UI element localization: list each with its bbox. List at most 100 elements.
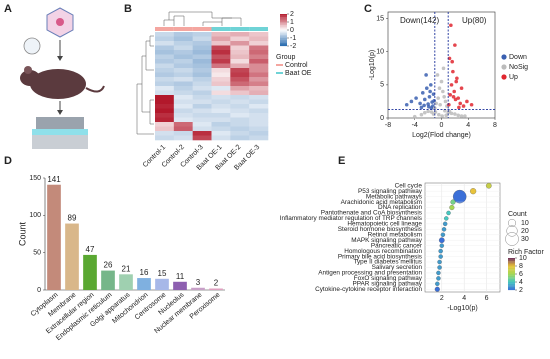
category-label: Retinol metabolism [368, 231, 422, 238]
dot [438, 248, 443, 254]
bar [137, 278, 151, 290]
size-legend-dot [506, 225, 518, 237]
heatmap-cell [211, 50, 231, 55]
point [429, 83, 433, 87]
heatmap-cell [249, 77, 269, 82]
group-bar [211, 27, 231, 31]
point [422, 97, 427, 102]
dot [438, 237, 445, 244]
heatmap-cell [211, 131, 231, 136]
colorbar-label: 1 [290, 19, 294, 26]
point [456, 113, 461, 118]
point [442, 95, 446, 99]
colorbar-step [508, 286, 515, 289]
annotation: Up(80) [462, 16, 487, 25]
point [457, 105, 461, 110]
point [433, 110, 438, 114]
colorbar-step [508, 261, 515, 263]
colorbar-step [280, 41, 287, 43]
colorbar-step [508, 282, 515, 284]
point [414, 96, 418, 100]
x-axis-label: -Log10(p) [447, 305, 477, 312]
plot-frame [424, 182, 501, 293]
heatmap-cell [211, 36, 231, 42]
heatmap-cell [173, 108, 193, 114]
virus-core [56, 18, 64, 26]
heatmap-dendrograms [136, 11, 242, 135]
colorbar-step [280, 28, 287, 31]
heatmap-cell [211, 108, 231, 114]
colorbar-label: 10 [519, 255, 527, 262]
legend-label: Baat OE [285, 70, 312, 77]
heatmap-cell [155, 54, 175, 60]
heatmap-cell [211, 41, 231, 46]
heatmap-cell [173, 59, 193, 64]
heatmap-cell [230, 113, 250, 118]
mouse-ear [24, 66, 32, 74]
colorbar-step [280, 18, 287, 21]
heatmap-cell [211, 81, 231, 87]
point [427, 95, 432, 99]
heatmap-cell [211, 95, 231, 100]
point [449, 83, 454, 87]
heatmap-cell [192, 68, 212, 73]
colorbar-step [508, 283, 515, 286]
colorbar-label: 6 [519, 271, 523, 278]
heatmap-cell [211, 77, 231, 82]
heatmap-cell [173, 95, 193, 100]
heatmap-cell [249, 108, 269, 114]
dot [440, 232, 446, 238]
size-legend-label: 30 [521, 236, 529, 243]
panel-label: A [4, 3, 12, 15]
heatmap-cell [192, 113, 212, 118]
heatmap-cell [155, 50, 175, 55]
panel-label: D [4, 155, 12, 167]
heatmap-cell [173, 77, 193, 82]
category-label: Steroid hormone biosynthesis [338, 226, 422, 233]
point [420, 91, 425, 95]
heatmap-cell [230, 126, 250, 132]
heatmap-cell [211, 135, 231, 141]
heatmap-cell [173, 122, 193, 127]
heatmap-cell [249, 72, 269, 78]
heatmap-cell [173, 36, 193, 42]
heatmap-cell [211, 122, 231, 127]
heatmap-cell [211, 59, 231, 64]
point [453, 97, 458, 102]
heatmap-cell [192, 45, 212, 51]
heatmap-cell [249, 32, 269, 37]
heatmap-cell [192, 72, 212, 78]
point [446, 110, 450, 115]
heatmap-cell [249, 59, 269, 64]
heatmap-cell [230, 68, 250, 73]
dot [446, 210, 451, 216]
point [440, 114, 444, 118]
heatmap-cell [211, 63, 231, 69]
dish-icon [23, 37, 41, 55]
colorbar-step [280, 25, 287, 27]
heatmap-cell [230, 104, 250, 109]
heatmap-cell [249, 41, 269, 46]
heatmap-cell [192, 99, 212, 105]
point [443, 99, 448, 104]
heatmap-cell [173, 54, 193, 60]
category-label: Hematopoietic cell lineage [347, 221, 422, 228]
mouse-head [20, 70, 40, 86]
size-legend-title: Count [508, 211, 527, 218]
heatmap-cell [192, 81, 212, 87]
colorbar-label: 2 [519, 287, 523, 294]
heatmap-cell [155, 126, 175, 132]
heatmap-cell [249, 63, 269, 69]
dot [438, 254, 443, 259]
heatmap-cell [230, 32, 250, 37]
legend-label: Down [509, 54, 527, 61]
category-label: Pantothenate and CoA biosynthesis [321, 210, 422, 217]
category-label: Cell cycle [395, 182, 423, 189]
heatmap-cell [230, 108, 250, 114]
x-tick-label: -4 [412, 122, 418, 129]
x-tick-label: 2 [440, 295, 444, 302]
heatmap-cell [173, 72, 193, 78]
heatmap-cell [230, 117, 250, 123]
category-label: Homologous recombination [344, 248, 422, 255]
dot [442, 221, 448, 227]
